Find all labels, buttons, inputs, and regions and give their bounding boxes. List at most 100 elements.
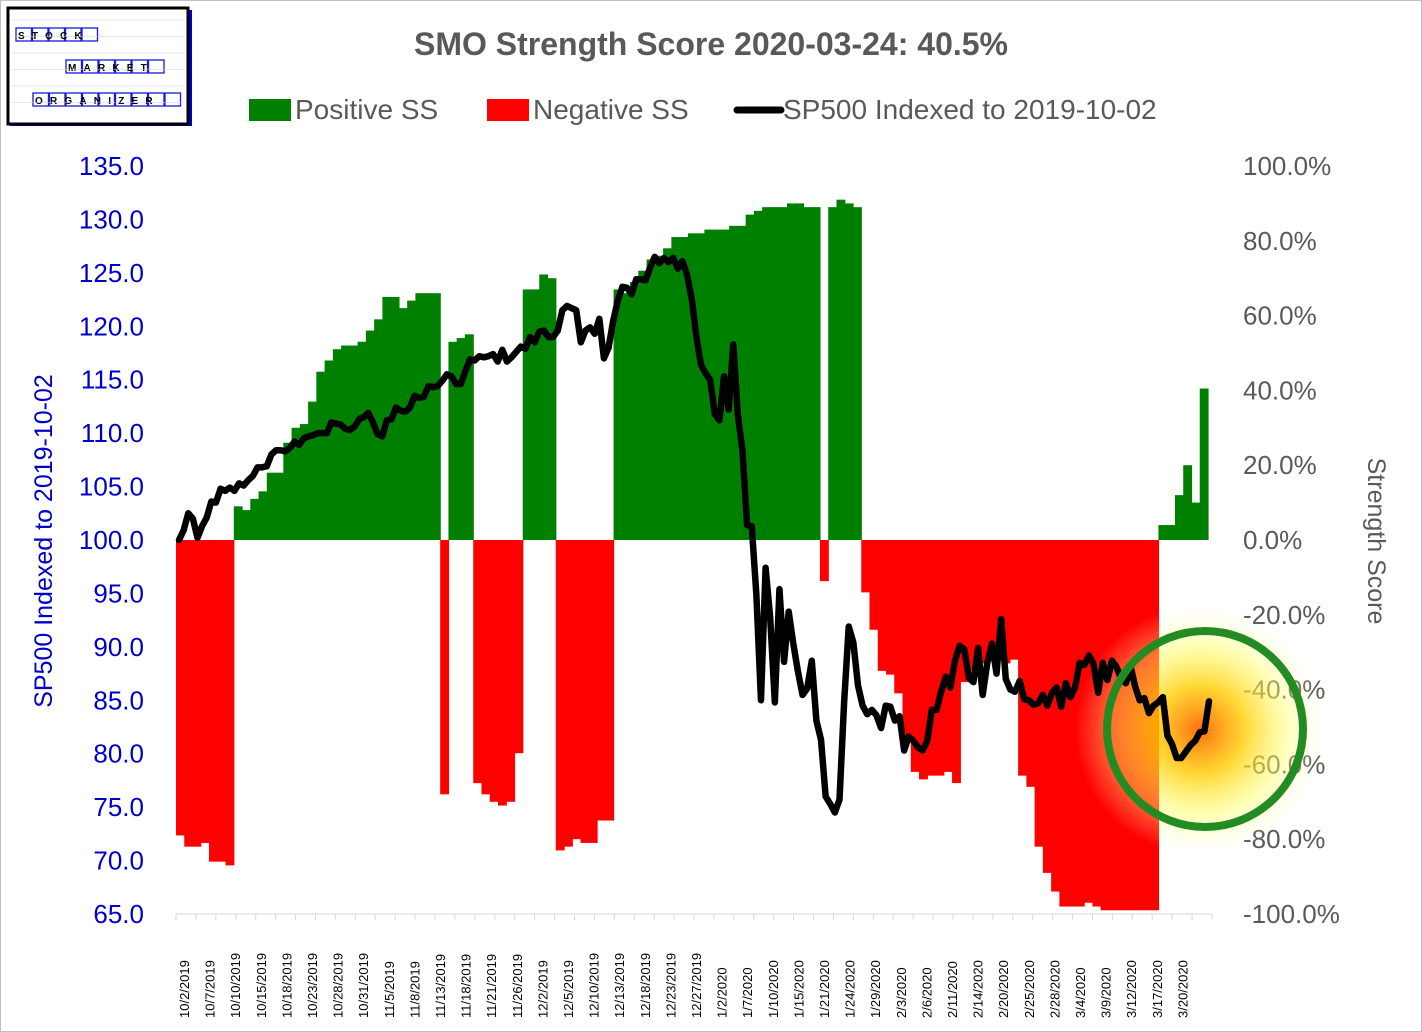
left-tick-label: 70.0 — [93, 846, 144, 876]
x-tick-label: 2/14/2020 — [971, 960, 986, 1018]
positive-ss-bar — [423, 293, 433, 540]
positive-ss-bar — [456, 338, 466, 540]
positive-ss-bar — [464, 334, 474, 540]
negative-ss-bar — [176, 540, 185, 836]
positive-ss-bar — [696, 233, 705, 540]
x-tick-label: 1/29/2020 — [868, 960, 883, 1018]
negative-ss-bar — [1026, 540, 1036, 787]
negative-ss-bar — [819, 540, 829, 582]
right-tick-label: 0.0% — [1243, 525, 1302, 555]
positive-ss-bar — [324, 360, 334, 540]
positive-ss-bar — [786, 203, 796, 540]
positive-ss-bar — [613, 289, 623, 540]
x-tick-label: 12/2/2019 — [535, 960, 550, 1018]
positive-ss-bar — [398, 308, 408, 540]
positive-ss-bar — [852, 207, 862, 540]
right-tick-label: -100.0% — [1243, 899, 1340, 929]
positive-ss-bar — [357, 341, 367, 540]
negative-ss-bar — [1001, 540, 1011, 664]
negative-ss-bar — [605, 540, 615, 821]
positive-ss-bar — [687, 233, 697, 540]
highlight-circle-layer — [1103, 627, 1307, 831]
x-tick-label: 10/31/2019 — [356, 953, 371, 1018]
left-tick-label: 65.0 — [93, 899, 144, 929]
right-tick-label: 100.0% — [1243, 151, 1331, 181]
negative-ss-bar — [1067, 540, 1077, 907]
x-tick-label: 12/5/2019 — [561, 960, 576, 1018]
positive-ss-bar — [844, 203, 854, 540]
logo-cell — [81, 27, 99, 42]
x-tick-label: 10/7/2019 — [203, 960, 218, 1018]
x-tick-label: 3/4/2020 — [1073, 967, 1088, 1018]
negative-ss-bar — [993, 540, 1003, 660]
x-tick-label: 10/15/2019 — [254, 953, 269, 1018]
negative-ss-bar — [217, 540, 227, 862]
positive-ss-bar — [291, 427, 301, 540]
legend-swatch-positive — [249, 99, 291, 121]
right-tick-label: 40.0% — [1243, 375, 1317, 405]
positive-ss-bar — [679, 237, 689, 540]
right-tick-label: 80.0% — [1243, 226, 1317, 256]
negative-ss-bar — [968, 540, 978, 671]
negative-ss-bar — [1009, 540, 1019, 660]
positive-ss-bar — [712, 229, 722, 540]
negative-ss-bar — [514, 540, 524, 754]
x-tick-label: 12/10/2019 — [587, 953, 602, 1018]
negative-ss-bar — [877, 540, 887, 671]
negative-ss-bar — [943, 540, 953, 772]
left-tick-label: 85.0 — [93, 685, 144, 715]
x-tick-label: 1/15/2020 — [791, 960, 806, 1018]
positive-ss-bar — [547, 278, 557, 540]
positive-ss-bar — [266, 472, 276, 540]
positive-ss-bar — [407, 300, 417, 540]
positive-ss-bar — [1191, 502, 1201, 540]
x-axis-ticks — [175, 914, 1213, 920]
negative-ss-bar — [580, 540, 590, 843]
x-tick-label: 11/26/2019 — [510, 954, 525, 1018]
positive-ss-bar — [431, 293, 441, 540]
positive-ss-bar — [531, 289, 540, 540]
negative-ss-bar — [894, 540, 904, 694]
right-tick-label: 20.0% — [1243, 450, 1317, 480]
positive-ss-bar — [299, 424, 309, 540]
negative-ss-bar — [184, 540, 194, 847]
left-tick-label: 100.0 — [79, 525, 144, 555]
left-axis-ticks: 65.0 70.0 75.0 80.0 85.0 90.0 95.0 100.0 105.0 11… — [79, 151, 144, 929]
negative-ss-bar — [200, 540, 210, 843]
x-tick-label: 1/10/2020 — [766, 960, 781, 1018]
x-tick-label: 10/23/2019 — [305, 953, 320, 1018]
x-tick-label: 11/8/2019 — [407, 961, 422, 1018]
positive-ss-bar — [638, 270, 648, 540]
positive-ss-bar — [795, 203, 805, 540]
positive-ss-bar — [522, 289, 532, 540]
negative-ss-bar — [597, 540, 606, 821]
left-tick-label: 110.0 — [81, 418, 144, 448]
positive-ss-bar — [803, 207, 813, 540]
negative-ss-bar — [1059, 540, 1069, 907]
positive-ss-bar — [1183, 465, 1193, 540]
negative-ss-bar — [572, 540, 582, 840]
negative-ss-bar — [1034, 540, 1044, 847]
positive-ss-bar — [663, 248, 672, 540]
logo-word: ORGANIZER — [35, 96, 160, 107]
negative-ss-bar — [976, 540, 986, 664]
x-axis-labels: 10/2/2019 10/7/2019 10/10/2019 10/15/2019 10… — [177, 953, 1190, 1018]
x-tick-label: 11/21/2019 — [484, 954, 499, 1018]
negative-ss-bar — [1018, 540, 1027, 776]
positive-ss-bar — [745, 214, 755, 540]
x-tick-label: 1/7/2020 — [740, 967, 755, 1018]
positive-ss-bar — [258, 491, 268, 540]
x-tick-label: 10/2/2019 — [177, 960, 192, 1018]
x-tick-label: 3/20/2020 — [1175, 960, 1190, 1018]
x-tick-label: 11/13/2019 — [433, 954, 448, 1018]
right-axis-label: Strength Score — [1362, 458, 1390, 625]
x-tick-label: 3/12/2020 — [1124, 960, 1139, 1018]
left-tick-label: 125.0 — [79, 258, 144, 288]
negative-ss-bar — [225, 540, 235, 866]
logo-cell — [15, 27, 33, 42]
negative-ss-bar — [473, 540, 483, 784]
negative-ss-bar — [935, 540, 945, 776]
logo-cell — [164, 92, 182, 107]
